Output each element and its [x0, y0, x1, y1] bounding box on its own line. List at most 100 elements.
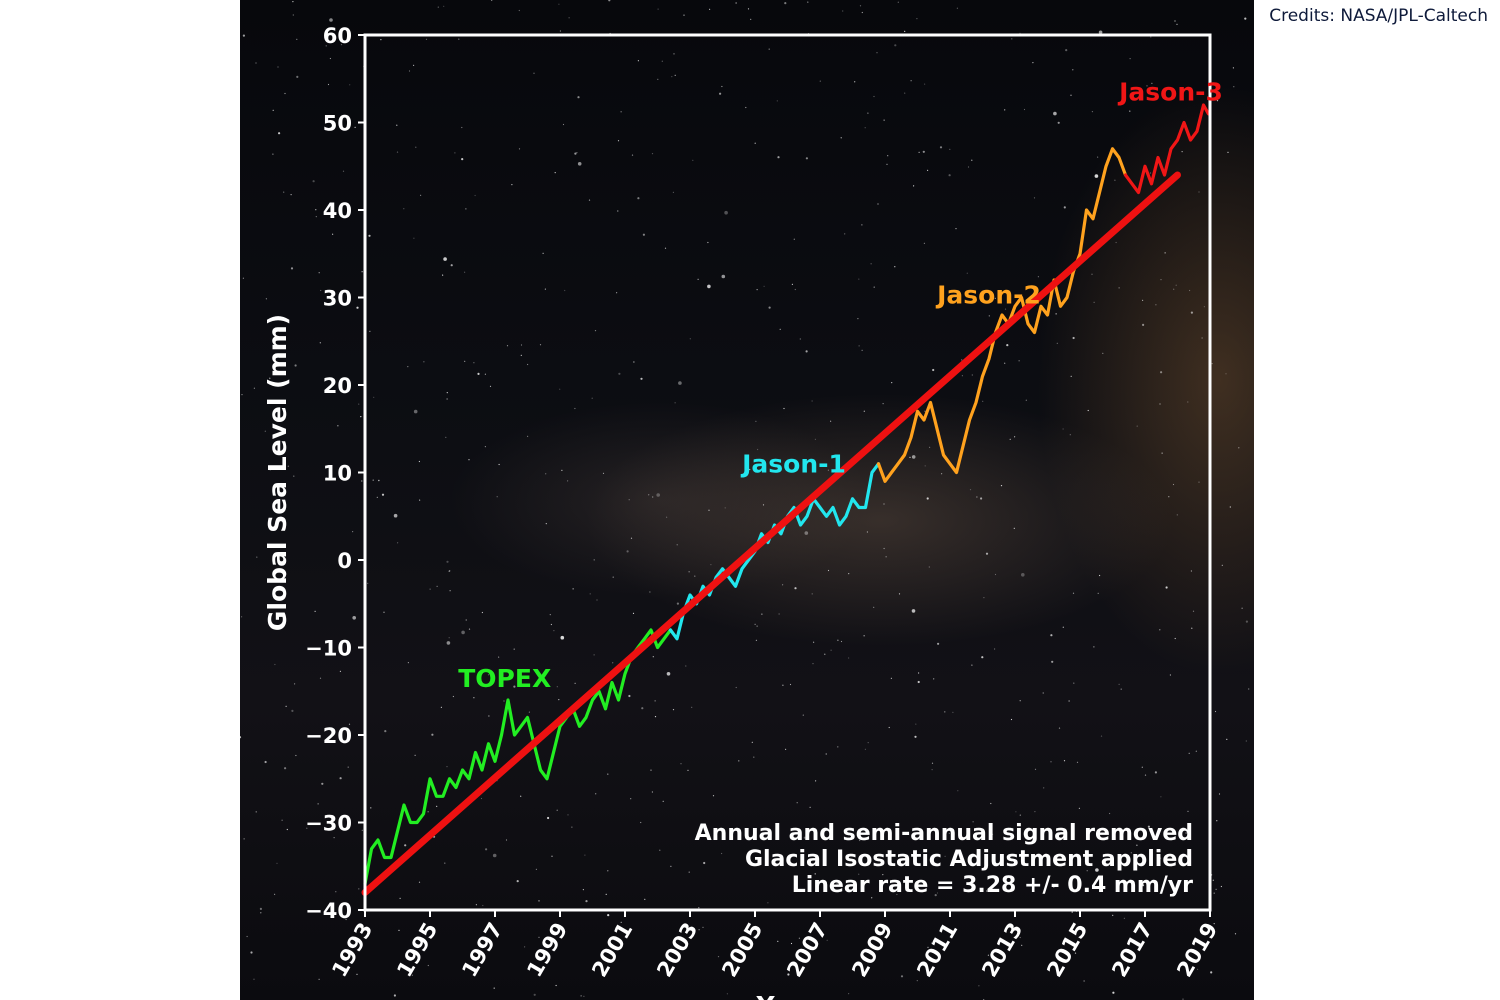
- star: [1220, 885, 1222, 888]
- star: [404, 844, 407, 847]
- star: [361, 480, 363, 482]
- star: [397, 542, 399, 544]
- y-axis-label: Global Sea Level (mm): [263, 314, 292, 631]
- star: [1058, 727, 1061, 729]
- star: [518, 9, 520, 12]
- star: [1168, 496, 1170, 498]
- star: [1146, 85, 1148, 87]
- star: [651, 791, 653, 793]
- star: [1053, 886, 1055, 889]
- star: [1100, 735, 1103, 737]
- star: [1160, 371, 1163, 374]
- star: [689, 338, 691, 340]
- star: [756, 289, 758, 291]
- star: [367, 582, 369, 584]
- star: [717, 956, 720, 958]
- star: [670, 865, 672, 867]
- star: [798, 937, 801, 939]
- star: [896, 893, 898, 896]
- star: [420, 194, 422, 196]
- star: [1037, 276, 1039, 278]
- star: [480, 797, 483, 800]
- star: [873, 286, 875, 288]
- star: [612, 662, 614, 664]
- star: [1019, 700, 1021, 702]
- star: [1129, 110, 1131, 112]
- star: [1004, 308, 1007, 310]
- star: [360, 416, 362, 418]
- star: [630, 537, 633, 539]
- star: [652, 656, 654, 658]
- star: [983, 597, 985, 599]
- star: [652, 496, 654, 498]
- star: [854, 81, 856, 83]
- star: [1234, 933, 1237, 935]
- star: [560, 635, 565, 640]
- star: [465, 619, 467, 621]
- star: [994, 648, 996, 650]
- star: [1118, 683, 1120, 686]
- star: [1211, 363, 1213, 365]
- star: [272, 153, 274, 155]
- star: [1120, 955, 1123, 958]
- star: [423, 930, 425, 932]
- star: [1114, 179, 1116, 181]
- star: [1182, 998, 1184, 1000]
- star: [1004, 362, 1006, 364]
- star: [1161, 452, 1163, 454]
- star: [484, 446, 486, 448]
- star: [664, 247, 667, 249]
- star: [917, 680, 920, 684]
- star: [1112, 991, 1115, 994]
- star: [444, 862, 446, 864]
- star: [904, 92, 906, 94]
- x-tick-label: 2015: [1042, 919, 1092, 982]
- star: [1149, 172, 1151, 174]
- star: [450, 264, 453, 267]
- star: [698, 929, 700, 931]
- star: [1154, 771, 1157, 774]
- star: [295, 754, 297, 757]
- y-tick-label: 30: [323, 287, 352, 311]
- star: [721, 274, 726, 279]
- star: [1019, 814, 1021, 816]
- star: [255, 62, 257, 64]
- star: [680, 763, 682, 765]
- star: [1142, 299, 1144, 301]
- star: [840, 137, 842, 139]
- star: [1141, 884, 1145, 887]
- star: [1225, 373, 1227, 375]
- star: [393, 994, 396, 997]
- star: [524, 946, 526, 948]
- star: [1213, 923, 1215, 925]
- star: [933, 678, 935, 680]
- star: [337, 425, 339, 427]
- star: [574, 407, 576, 410]
- star: [944, 711, 946, 713]
- star: [1051, 660, 1054, 663]
- star: [608, 0, 611, 2]
- star: [1004, 109, 1006, 111]
- x-tick-label: 1995: [392, 919, 442, 982]
- star: [320, 289, 322, 292]
- star: [877, 203, 879, 205]
- star: [911, 609, 916, 613]
- star: [498, 656, 500, 658]
- star: [876, 52, 878, 54]
- star: [927, 946, 929, 949]
- star: [707, 241, 709, 244]
- star: [1011, 38, 1013, 40]
- star: [745, 106, 747, 109]
- star: [972, 821, 974, 823]
- star: [971, 159, 973, 161]
- star: [1195, 750, 1197, 752]
- star: [1091, 273, 1093, 275]
- star: [755, 420, 757, 422]
- star: [399, 897, 401, 900]
- star: [724, 210, 728, 215]
- star: [1098, 30, 1103, 35]
- star: [697, 278, 699, 280]
- star: [929, 446, 931, 448]
- star: [577, 162, 582, 166]
- star: [538, 936, 540, 938]
